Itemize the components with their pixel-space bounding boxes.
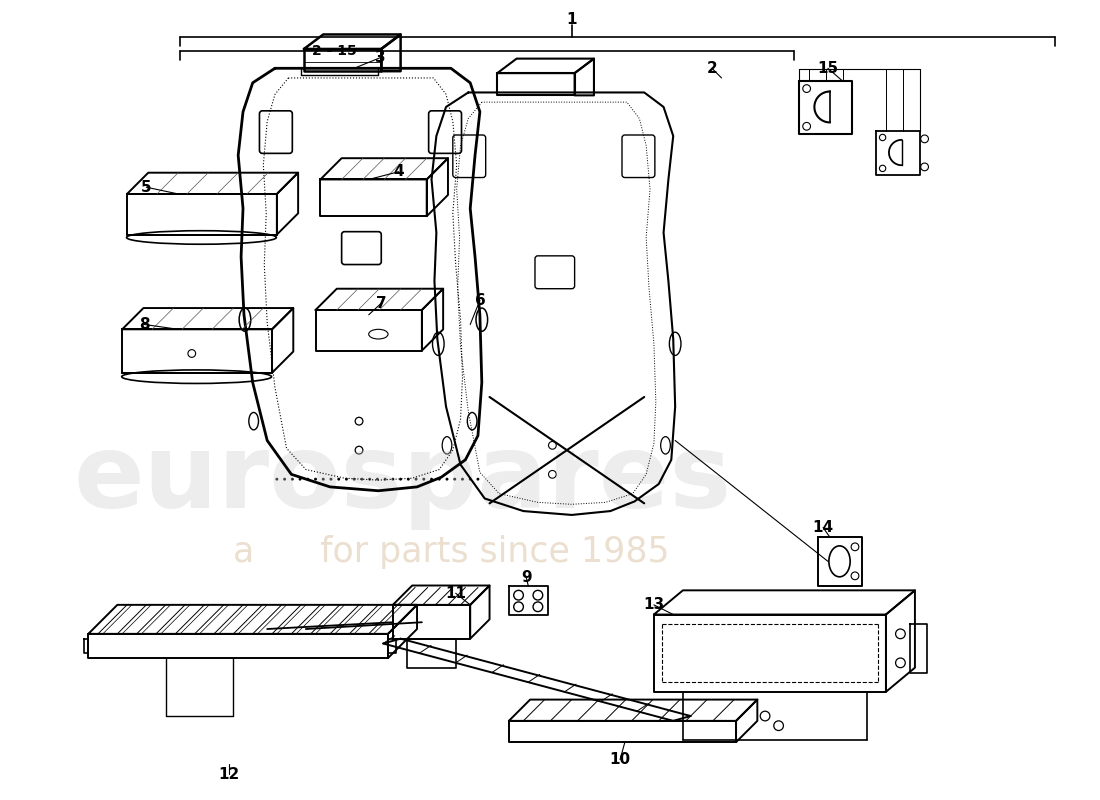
Circle shape (283, 478, 286, 481)
Circle shape (392, 478, 394, 481)
Circle shape (353, 478, 355, 481)
Circle shape (322, 478, 324, 481)
Text: 4: 4 (394, 164, 404, 179)
Circle shape (476, 478, 480, 481)
Text: 3: 3 (375, 50, 386, 65)
Circle shape (290, 478, 294, 481)
Circle shape (415, 478, 418, 481)
Text: 7: 7 (376, 296, 386, 310)
Circle shape (315, 478, 317, 481)
Circle shape (345, 478, 348, 481)
Circle shape (384, 478, 386, 481)
Circle shape (446, 478, 449, 481)
Circle shape (361, 478, 363, 481)
Text: 8: 8 (139, 317, 150, 332)
Circle shape (275, 478, 278, 481)
Circle shape (399, 478, 403, 481)
Circle shape (298, 478, 301, 481)
Circle shape (422, 478, 426, 481)
Circle shape (368, 478, 371, 481)
Text: 14: 14 (813, 520, 834, 535)
Circle shape (430, 478, 433, 481)
Text: 1: 1 (566, 13, 578, 27)
Circle shape (306, 478, 309, 481)
Circle shape (438, 478, 441, 481)
Text: 11: 11 (446, 586, 466, 601)
Circle shape (330, 478, 332, 481)
Text: 6: 6 (474, 293, 485, 308)
Text: 13: 13 (644, 598, 664, 612)
Text: a      for parts since 1985: a for parts since 1985 (232, 534, 669, 569)
Circle shape (376, 478, 378, 481)
Circle shape (469, 478, 472, 481)
Circle shape (338, 478, 340, 481)
Text: 15: 15 (817, 61, 838, 76)
Circle shape (453, 478, 456, 481)
Circle shape (461, 478, 464, 481)
Text: 5: 5 (141, 180, 152, 194)
Circle shape (407, 478, 410, 481)
Text: 2 - 15: 2 - 15 (312, 44, 358, 58)
Text: 12: 12 (218, 766, 239, 782)
Text: 9: 9 (521, 570, 531, 586)
Text: 10: 10 (609, 752, 630, 767)
Text: eurospares: eurospares (74, 429, 732, 530)
Text: 2: 2 (706, 61, 717, 76)
